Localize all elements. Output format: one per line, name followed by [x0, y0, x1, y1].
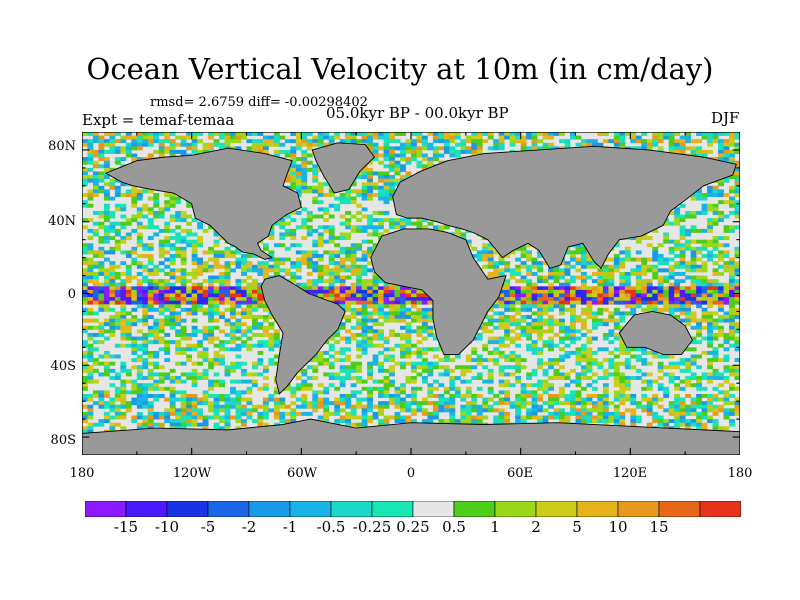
- colorbar-label: -15: [113, 518, 139, 536]
- colorbar-swatch: [699, 501, 741, 517]
- map-ticks: [82, 132, 740, 455]
- ocean-velocity-map: [82, 132, 740, 455]
- lon-label-180w: 180: [69, 466, 95, 481]
- colorbar-swatch: [330, 501, 373, 517]
- colorbar-swatch: [576, 501, 619, 517]
- colorbar-label: 1: [490, 518, 500, 536]
- landmass-south-america: [260, 275, 346, 395]
- landmass-greenland: [311, 142, 375, 194]
- lon-label-0: 0: [406, 466, 416, 481]
- colorbar-swatch: [207, 501, 250, 517]
- landmass-antarctica: [82, 418, 740, 455]
- landmass-north-america: [105, 147, 302, 260]
- lat-label-40s: 40S: [50, 359, 76, 374]
- period-label: 05.0kyr BP - 00.0kyr BP: [326, 104, 509, 122]
- colorbar-label: 15: [649, 518, 669, 536]
- colorbar-label: 2: [531, 518, 541, 536]
- colorbar-swatch: [535, 501, 578, 517]
- colorbar-label: 5: [572, 518, 582, 536]
- colorbar-swatch: [494, 501, 537, 517]
- colorbar-label: 10: [608, 518, 628, 536]
- colorbar-label: -5: [200, 518, 216, 536]
- lon-label-120e: 120E: [612, 466, 648, 481]
- lon-label-180e: 180: [727, 466, 753, 481]
- colorbar-swatch: [453, 501, 496, 517]
- rmsd-diff-stats: rmsd= 2.6759 diff= -0.00298402: [150, 95, 368, 110]
- land-masses: [82, 142, 740, 455]
- landmass-australia: [618, 310, 693, 355]
- lat-label-40n: 40N: [48, 214, 76, 229]
- landmass-africa: [370, 228, 507, 355]
- colorbar-swatch: [617, 501, 660, 517]
- lat-label-0: 0: [67, 287, 76, 302]
- colorbar-swatch: [85, 501, 127, 517]
- colorbar-swatch: [412, 501, 455, 517]
- colorbar: [85, 501, 741, 517]
- lat-label-80s: 80S: [50, 433, 76, 448]
- colorbar-label: 0.25: [396, 518, 430, 536]
- colorbar-label: -1: [282, 518, 298, 536]
- colorbar-swatch: [658, 501, 701, 517]
- lon-label-120w: 120W: [172, 466, 212, 481]
- lon-label-60e: 60E: [506, 466, 534, 481]
- colorbar-label: -10: [154, 518, 180, 536]
- colorbar-swatch: [371, 501, 414, 517]
- season-label: DJF: [711, 109, 740, 127]
- figure-title: Ocean Vertical Velocity at 10m (in cm/da…: [86, 52, 714, 86]
- colorbar-swatch: [289, 501, 332, 517]
- colorbar-swatch: [125, 501, 168, 517]
- colorbar-label: -0.25: [352, 518, 392, 536]
- colorbar-swatch: [166, 501, 209, 517]
- experiment-label: Expt = temaf-temaa: [82, 111, 235, 129]
- colorbar-label: -2: [241, 518, 257, 536]
- lon-label-60w: 60W: [287, 466, 317, 481]
- colorbar-swatch: [248, 501, 291, 517]
- lat-label-80n: 80N: [48, 139, 76, 154]
- colorbar-label: 0.5: [442, 518, 466, 536]
- landmass-eurasia: [392, 145, 737, 269]
- colorbar-label: -0.5: [316, 518, 346, 536]
